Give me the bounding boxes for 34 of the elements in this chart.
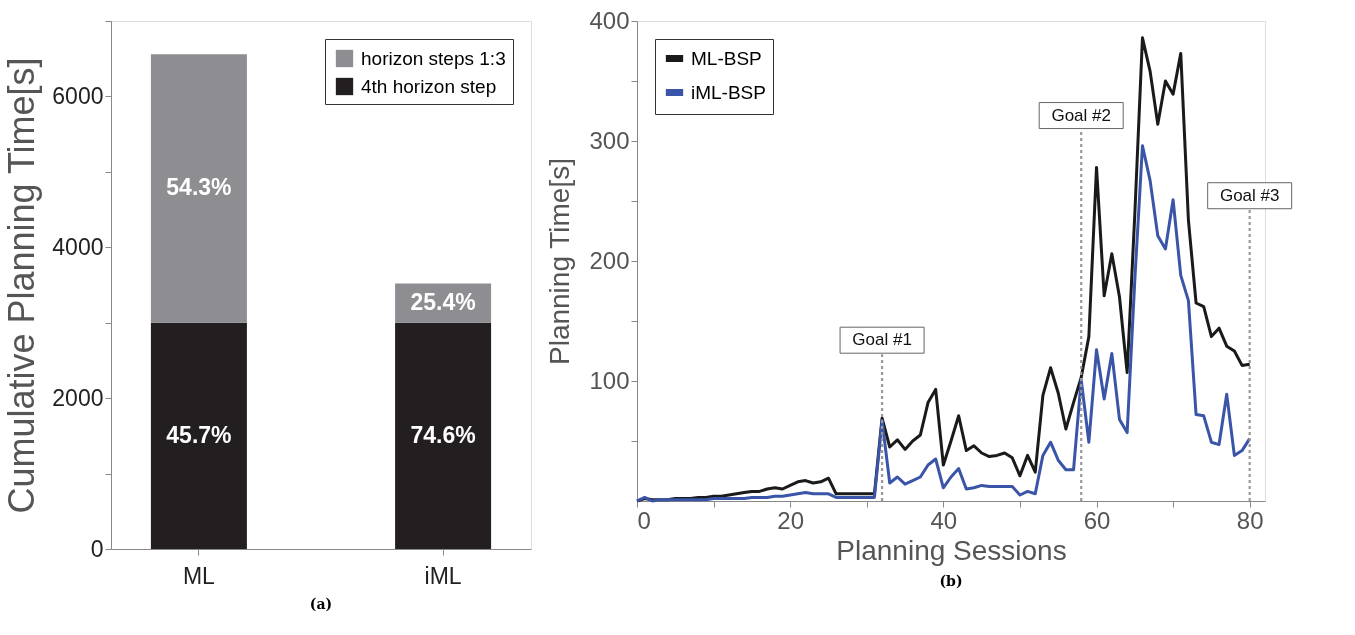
x-axis-title: Planning Sessions [836, 534, 1067, 566]
x-tick-label: 80 [1236, 506, 1264, 534]
annotation: 54.3% [166, 174, 232, 201]
legend-label: 4th horizon step [361, 75, 497, 97]
y-tick-label: 6000 [52, 82, 104, 109]
bar [395, 322, 492, 549]
y-axis-title: Cumulative Planning Time[s] [1, 57, 43, 514]
text: (b) [939, 573, 963, 589]
text: (a) [309, 596, 333, 612]
y-axis-title: Planning Time[s] [544, 158, 576, 365]
y-tick-label: 400 [589, 6, 630, 34]
bar [150, 54, 247, 323]
y-tick-label: 200 [589, 246, 630, 274]
x-tick-label: iML [424, 562, 462, 589]
x-tick-label: 20 [777, 506, 805, 534]
annotation: 25.4% [410, 289, 476, 316]
legend-label: horizon steps 1:3 [361, 47, 506, 69]
ref-line-label: Goal #1 [852, 330, 912, 350]
y-tick-label: 4000 [52, 233, 104, 260]
legend-label: iML-BSP [691, 81, 766, 103]
y-tick-label: 0 [90, 535, 104, 562]
legend-label: ML-BSP [691, 47, 762, 69]
x-tick-label: 40 [930, 506, 958, 534]
y-tick-label: 300 [589, 126, 630, 154]
ref-line-label: Goal #3 [1219, 185, 1280, 205]
x-tick-label: 60 [1083, 506, 1111, 534]
x-tick-label: ML [182, 562, 216, 589]
annotation: 45.7% [166, 421, 232, 448]
x-tick-label: 0 [637, 506, 651, 534]
annotation: 74.6% [410, 421, 476, 448]
y-tick-label: 2000 [52, 384, 104, 411]
bar [150, 322, 247, 549]
ref-line-label: Goal #2 [1051, 105, 1111, 125]
y-tick-label: 100 [589, 366, 630, 394]
